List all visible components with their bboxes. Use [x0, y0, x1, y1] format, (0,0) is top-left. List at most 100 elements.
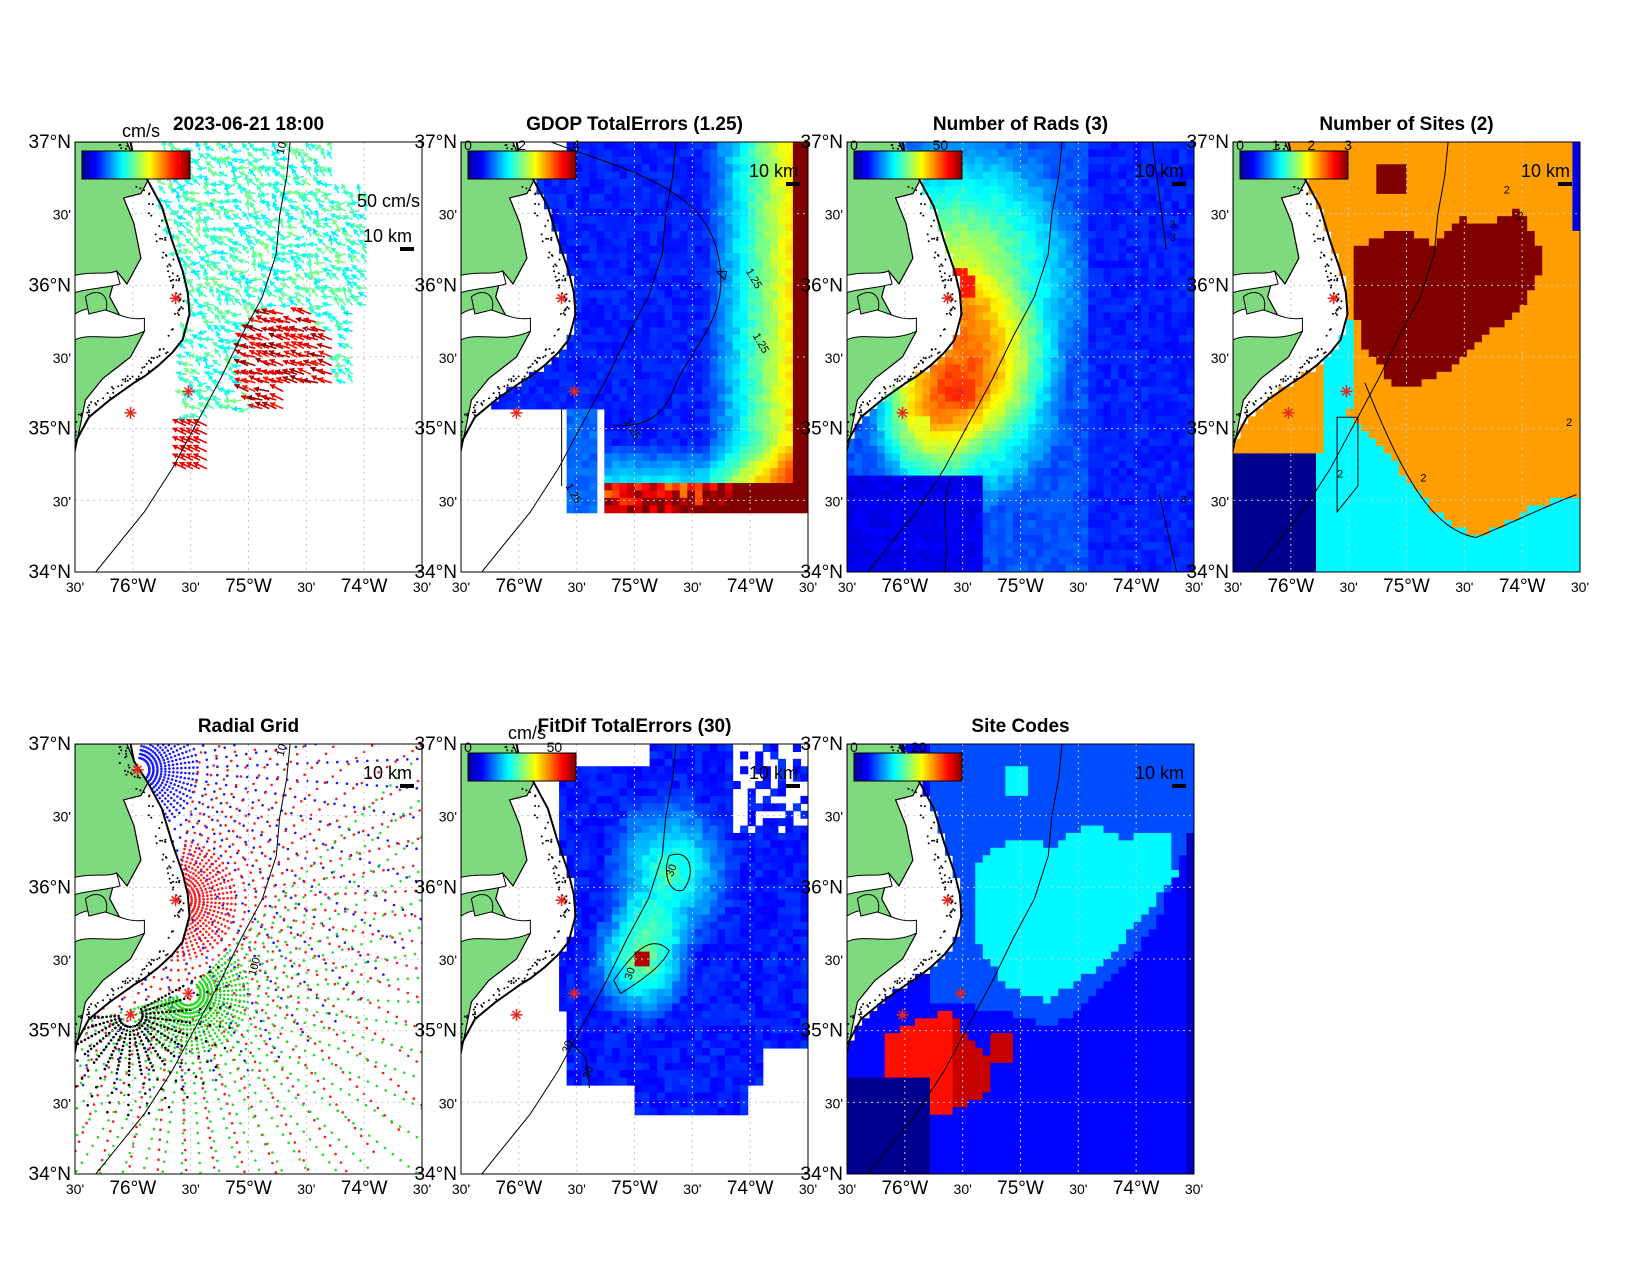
field-cell — [732, 364, 741, 373]
current-vector — [203, 190, 214, 197]
field-cell — [884, 483, 893, 492]
field-cell — [877, 416, 886, 425]
field-cell — [702, 497, 711, 506]
current-vector — [219, 255, 229, 264]
vector-head — [308, 241, 314, 248]
field-cell — [611, 186, 621, 195]
field-cell — [899, 431, 908, 440]
field-cell — [642, 342, 651, 351]
field-cell — [892, 534, 901, 543]
vector-head — [269, 358, 276, 365]
field-cell — [702, 490, 711, 499]
field-cell — [634, 260, 643, 269]
field-cell — [709, 483, 719, 492]
current-vector — [358, 228, 368, 238]
field-cell — [952, 453, 961, 462]
field-cell — [596, 193, 605, 202]
field-cell — [574, 468, 583, 477]
vector-head — [291, 341, 297, 347]
field-cell — [589, 379, 598, 388]
vector-head — [184, 351, 191, 357]
coastal-dot — [124, 147, 127, 150]
field-cell — [847, 475, 856, 484]
field-cell — [755, 431, 764, 440]
vector-head — [195, 287, 202, 293]
field-cell — [596, 223, 605, 232]
field-cell — [574, 475, 583, 484]
field-cell — [922, 423, 931, 432]
field-cell — [611, 297, 621, 306]
vector-head — [209, 201, 216, 208]
field-cell — [634, 201, 643, 210]
field-cell — [604, 438, 613, 447]
field-cell — [717, 149, 726, 158]
field-cell — [952, 534, 961, 543]
field-cell — [914, 401, 924, 410]
field-cell — [611, 208, 621, 217]
field-cell — [785, 505, 794, 514]
vector-head — [217, 283, 224, 289]
field-cell — [877, 549, 886, 558]
field-cell — [967, 282, 976, 291]
field-cell — [929, 534, 939, 543]
field-cell — [702, 334, 711, 343]
lon-tick-label: 75°W — [611, 576, 658, 597]
field-cell — [694, 149, 703, 158]
field-cell — [619, 230, 628, 239]
field-cell — [664, 275, 673, 284]
field-cell — [581, 379, 590, 388]
field-cell — [702, 445, 711, 454]
current-vector — [212, 279, 222, 289]
vector-head — [240, 343, 247, 349]
field-cell — [566, 445, 575, 454]
vector-head — [311, 288, 317, 294]
field-cell — [566, 423, 575, 432]
field-cell — [694, 216, 703, 225]
field-cell — [899, 401, 908, 410]
current-vector — [282, 325, 298, 332]
field-cell — [649, 342, 658, 351]
field-cell — [717, 253, 726, 262]
field-cell — [702, 149, 711, 158]
current-vector — [286, 275, 298, 282]
field-cell — [937, 527, 946, 536]
field-cell — [777, 438, 786, 447]
vector-head — [327, 167, 333, 173]
current-vector — [189, 197, 201, 204]
vector-head — [333, 295, 339, 302]
field-cell — [770, 208, 779, 217]
vector-head — [261, 317, 267, 323]
field-cell — [702, 305, 711, 314]
coastal-dot — [557, 272, 560, 275]
vector-head — [361, 244, 368, 250]
field-cell — [611, 357, 621, 366]
field-cell — [694, 179, 703, 188]
coastal-dot — [472, 406, 475, 409]
field-cell — [967, 297, 976, 306]
field-cell — [709, 297, 719, 306]
vector-head — [274, 188, 281, 194]
field-cell — [960, 193, 969, 202]
panel-title: GDOP TotalErrors (1.25) — [526, 114, 743, 135]
lon-tick-label: 30' — [799, 579, 817, 595]
current-vector — [342, 214, 353, 221]
current-vector — [179, 444, 194, 453]
field-cell — [747, 438, 756, 447]
field-cell — [914, 438, 924, 447]
vector-head — [239, 158, 245, 164]
field-cell — [611, 282, 621, 291]
field-cell — [960, 290, 969, 299]
vector-head — [197, 395, 204, 401]
field-cell — [777, 260, 786, 269]
field-cell — [604, 149, 613, 158]
field-cell — [792, 497, 802, 506]
field-cell — [899, 497, 908, 506]
field-cell — [740, 445, 749, 454]
field-cell — [967, 408, 976, 417]
vector-head — [178, 230, 184, 236]
field-cell — [937, 520, 946, 529]
field-cell — [937, 186, 946, 195]
field-cell — [732, 142, 741, 151]
field-cell — [960, 549, 969, 558]
field-cell — [604, 460, 613, 469]
